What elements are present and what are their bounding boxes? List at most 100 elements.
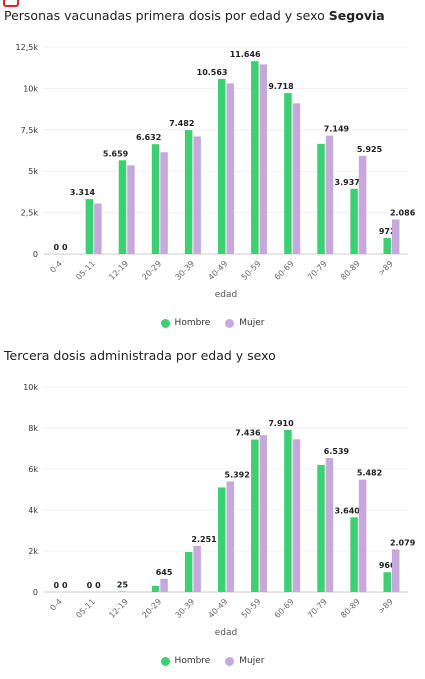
y-tick-label: 0 [33, 250, 38, 259]
data-label-mujer: 2.079 [390, 538, 416, 547]
legend-dot-hombre-icon [160, 656, 170, 666]
data-label-mujer: 0 [62, 581, 68, 590]
chart-title-main: Personas vacunadas primera dosis por eda… [4, 8, 325, 23]
y-tick-label: 2,5k [21, 209, 39, 218]
data-label-mujer: 2.251 [191, 535, 217, 544]
bar-hombre [151, 585, 160, 592]
x-tick-label: 30-39 [174, 597, 197, 620]
bar-hombre [218, 79, 226, 254]
data-label-mujer: 7.149 [324, 125, 350, 134]
x-tick-label: 12-19 [107, 597, 130, 620]
data-label-mujer: 0 [95, 581, 101, 590]
data-label-hombre: 0 [87, 581, 93, 590]
bar-hombre [184, 552, 193, 592]
data-label-hombre: 3.314 [70, 188, 96, 197]
x-tick-label: 30-39 [174, 259, 197, 282]
bar-hombre [151, 144, 160, 254]
bar-hombre [118, 160, 127, 254]
legend-label-hombre: Hombre [174, 656, 211, 666]
chart-title-main: Tercera dosis administrada por edad y se… [4, 348, 276, 363]
x-tick-label: 50-59 [240, 597, 263, 620]
legend-label-hombre: Hombre [174, 318, 211, 328]
bar-mujer [292, 103, 301, 254]
x-tick-label: >89 [377, 597, 395, 615]
x-tick-label: 60-69 [273, 259, 296, 282]
bar-mujer [391, 549, 400, 592]
x-tick-label: 60-69 [273, 597, 296, 620]
data-label-mujer: 5.482 [357, 469, 382, 478]
legend-label-mujer: Mujer [239, 656, 265, 666]
x-tick-label: 70-79 [306, 597, 329, 620]
data-label-hombre: 3.937 [335, 178, 360, 187]
bar-mujer [193, 136, 201, 254]
x-tick-label: 40-49 [207, 259, 230, 282]
data-label-hombre: 9.718 [268, 82, 294, 91]
corner-decoration [3, 0, 19, 7]
bar-mujer [160, 578, 168, 592]
data-label-hombre: 7.910 [268, 419, 294, 428]
legend-dot-mujer-icon [225, 656, 235, 666]
x-tick-label: 0-4 [48, 259, 64, 275]
data-label-mujer: 0 [62, 243, 68, 252]
data-label-hombre: 6.632 [136, 133, 161, 142]
y-tick-label: 2k [28, 547, 38, 556]
y-tick-label: 6k [28, 465, 38, 474]
bar-hombre [284, 93, 292, 255]
y-tick-label: 8k [28, 424, 38, 433]
bar-mujer [259, 64, 268, 254]
legend: Hombre Mujer [0, 656, 425, 669]
legend-item-mujer[interactable]: Mujer [225, 318, 264, 328]
data-label-hombre: 5.659 [103, 149, 129, 158]
bar-mujer [391, 219, 400, 254]
bar-mujer [94, 203, 102, 254]
bar-hombre [118, 591, 127, 592]
x-tick-label: >89 [377, 259, 395, 277]
bar-hombre [284, 429, 292, 592]
bar-chart-first-dose: 0 2,5k 5k 7,5k 10k 12,5k 0-4 05-11 12-19 20-29 30-… [16, 43, 416, 300]
bar-hombre [383, 237, 391, 254]
bar-hombre [317, 143, 325, 254]
bar-hombre [251, 61, 259, 254]
bar-mujer [325, 457, 334, 592]
y-tick-label: 7,5k [21, 126, 39, 135]
data-label-mujer: 2.086 [390, 208, 416, 217]
legend-item-hombre[interactable]: Hombre [160, 656, 211, 666]
x-tick-label: 50-59 [240, 259, 263, 282]
legend-item-mujer[interactable]: Mujer [225, 656, 264, 666]
chart-third-dose: Tercera dosis administrada por edad y se… [0, 340, 425, 679]
data-label-mujer: 6.539 [324, 447, 350, 456]
bar-mujer [325, 135, 334, 254]
y-tick-label: 0 [33, 588, 38, 597]
bar-hombre [85, 199, 94, 254]
data-label-mujer: 5.925 [357, 145, 383, 154]
bar-mujer [226, 83, 234, 254]
bar-chart-third-dose: 0 2k 4k 6k 8k 10k 0-4 05-11 12-19 20-29 30-39 40-49… [23, 383, 416, 638]
y-tick-label: 5k [28, 167, 38, 176]
bar-hombre [218, 487, 226, 592]
legend-item-hombre[interactable]: Hombre [160, 318, 211, 328]
data-label-hombre: 3.640 [335, 506, 361, 515]
legend-dot-hombre-icon [160, 318, 170, 328]
y-tick-label: 4k [28, 506, 38, 515]
data-label-hombre: 0 [54, 581, 60, 590]
bar-hombre [350, 517, 358, 592]
bar-mujer [160, 152, 168, 254]
x-tick-label: 05-11 [74, 259, 97, 282]
x-tick-label: 0-4 [48, 597, 64, 613]
data-label-hombre: 11.646 [230, 50, 261, 59]
data-label-hombre: 972 [379, 227, 396, 236]
x-tick-label: 70-79 [306, 259, 329, 282]
data-label-hombre: 966 [379, 561, 396, 570]
data-label-hombre: 0 [54, 243, 60, 252]
bar-hombre [251, 439, 259, 592]
bar-hombre [350, 188, 358, 254]
legend-label-mujer: Mujer [239, 318, 265, 328]
data-label-hombre: 7.436 [235, 429, 261, 438]
legend-dot-mujer-icon [225, 318, 235, 328]
bar-mujer [292, 439, 301, 592]
x-axis-title: edad [215, 290, 237, 300]
data-label-hombre: 7.482 [169, 119, 194, 128]
bar-hombre [184, 130, 193, 254]
x-tick-label: 80-89 [339, 597, 362, 620]
x-tick-label: 12-19 [107, 259, 130, 282]
